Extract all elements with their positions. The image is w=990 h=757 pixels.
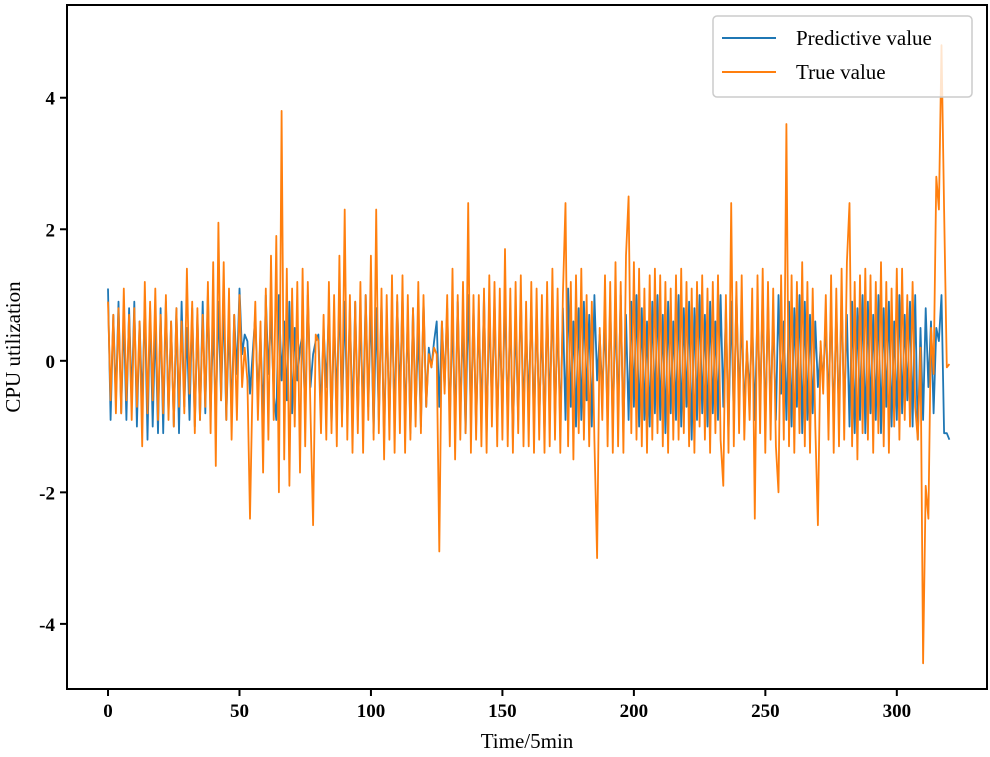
y-axis-label: CPU utilization (1, 281, 25, 413)
y-tick-label: 2 (46, 220, 56, 241)
y-tick-label: -2 (39, 483, 55, 504)
x-axis: 0 50 100 150 200 250 300 (103, 689, 911, 722)
series-line-true (107, 44, 951, 665)
x-tick-label: 300 (883, 701, 912, 722)
x-tick-label: 0 (103, 701, 113, 722)
x-tick-label: 200 (620, 701, 649, 722)
x-tick-label: 50 (230, 701, 249, 722)
y-tick-label: -4 (39, 615, 55, 636)
y-tick-label: 0 (46, 352, 56, 373)
series-layer (107, 44, 951, 665)
y-tick-label: 4 (46, 89, 56, 110)
y-axis: 4 2 0 -2 -4 (39, 89, 67, 636)
legend-label-true: True value (796, 60, 886, 84)
x-axis-label: Time/5min (481, 729, 574, 752)
x-tick-label: 150 (488, 701, 517, 722)
legend-label-predictive: Predictive value (796, 26, 932, 50)
plot-frame (66, 4, 988, 690)
x-tick-label: 100 (357, 701, 386, 722)
x-tick-label: 250 (751, 701, 780, 722)
legend: Predictive value True value (712, 15, 973, 98)
legend-box (712, 15, 973, 98)
